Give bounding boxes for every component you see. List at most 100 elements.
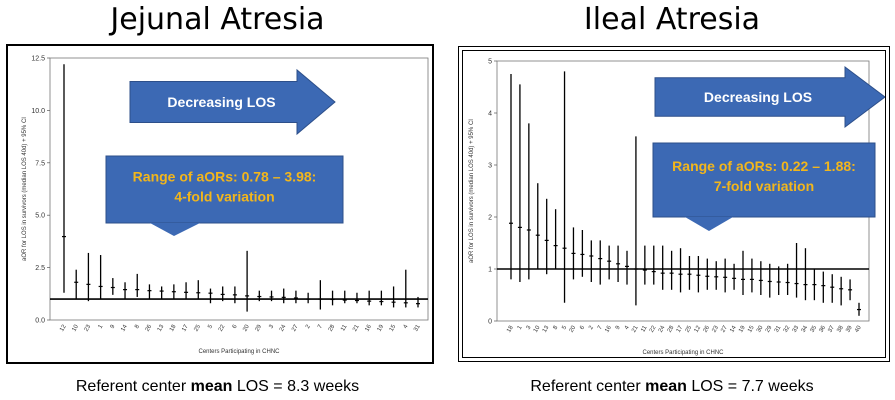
x-tick-label: 22 xyxy=(218,323,227,332)
y-tick-label: 5.0 xyxy=(35,213,45,220)
callout-line-2: 7-fold variation xyxy=(714,178,814,194)
x-tick-label: 19 xyxy=(377,323,386,332)
y-tick-label: 0 xyxy=(488,319,492,326)
right-panel-title: Ileal Atresia xyxy=(583,2,761,37)
left-panel-title: Jejunal Atresia xyxy=(110,2,325,37)
x-tick-label: 5 xyxy=(207,323,214,329)
x-tick-label: 26 xyxy=(145,323,154,332)
y-tick-label: 2.5 xyxy=(35,265,45,272)
y-tick-label: 5 xyxy=(488,59,492,66)
x-tick-label: 16 xyxy=(604,324,613,333)
x-tick-label: 32 xyxy=(783,324,792,333)
x-tick-label: 20 xyxy=(242,323,251,332)
x-tick-label: 24 xyxy=(658,324,667,333)
x-tick-label: 20 xyxy=(569,324,578,333)
x-tick-label: 1 xyxy=(97,323,104,329)
x-tick-label: 29 xyxy=(255,323,264,332)
x-tick-label: 7 xyxy=(317,323,324,329)
x-tick-label: 9 xyxy=(615,324,622,330)
x-tick-label: 4 xyxy=(624,324,631,330)
x-tick-label: 4 xyxy=(403,323,410,329)
callout-pointer xyxy=(150,223,200,236)
y-tick-label: 1 xyxy=(488,267,492,274)
x-tick-label: 2 xyxy=(588,324,595,330)
x-tick-label: 2 xyxy=(305,323,312,329)
x-tick-label: 17 xyxy=(181,323,190,332)
x-tick-label: 23 xyxy=(84,323,93,332)
x-tick-label: 19 xyxy=(738,324,747,333)
y-axis-label: aOR for LOS in survivors (median LOS 40d… xyxy=(22,117,28,261)
right-footer-prefix: Referent center xyxy=(530,378,646,395)
arrow-label: Decreasing LOS xyxy=(704,89,812,105)
x-tick-label: 14 xyxy=(729,324,738,333)
x-tick-label: 9 xyxy=(110,323,117,329)
x-tick-label: 6 xyxy=(232,323,239,329)
decreasing-los-arrow xyxy=(129,68,336,136)
callout-pointer xyxy=(685,217,733,231)
x-tick-label: 31 xyxy=(413,323,422,332)
x-tick-label: 1 xyxy=(517,324,524,330)
left-errorbar-chart: 0.0 2.5 5.0 7.5 10.0 12.5 aOR for LOS in survi… xyxy=(22,56,429,355)
callout-line-1: Range of aORs: 0.22 – 1.88: xyxy=(672,158,856,174)
aor-range-callout xyxy=(105,155,344,224)
x-axis-label: Centers Participating in CHNC xyxy=(198,349,280,355)
x-tick-label: 34 xyxy=(801,324,810,333)
x-tick-label: 12 xyxy=(694,324,703,333)
y-tick-label: 10.0 xyxy=(31,108,45,115)
x-tick-label: 10 xyxy=(533,324,542,333)
x-tick-label: 23 xyxy=(711,324,720,333)
x-tick-label: 37 xyxy=(827,324,836,333)
x-tick-label: 11 xyxy=(640,324,649,333)
x-tick-label: 36 xyxy=(818,324,827,333)
x-tick-label: 11 xyxy=(340,323,349,332)
x-tick-label: 29 xyxy=(765,324,774,333)
x-tick-label: 17 xyxy=(676,324,685,333)
left-footer-prefix: Referent center xyxy=(75,378,191,395)
aor-range-callout xyxy=(652,142,876,218)
x-tick-label: 28 xyxy=(328,323,337,332)
left-footer-suffix: LOS = 8.3 weeks xyxy=(232,378,360,395)
x-tick-label: 10 xyxy=(71,323,80,332)
x-tick-label: 15 xyxy=(389,323,398,332)
y-axis-label: aOR for LOS in survivors (median LOS 40d… xyxy=(469,119,475,263)
plot-area xyxy=(49,57,429,321)
x-tick-label: 7 xyxy=(597,324,604,330)
left-chart-frame: 0.0 2.5 5.0 7.5 10.0 12.5 aOR for LOS in survi… xyxy=(6,44,434,364)
x-tick-label: 25 xyxy=(685,324,694,333)
decreasing-los-arrow xyxy=(654,66,886,128)
x-tick-label: 26 xyxy=(702,324,711,333)
y-tick-label: 0.0 xyxy=(35,318,45,325)
x-tick-label: 18 xyxy=(169,323,178,332)
x-tick-label: 21 xyxy=(352,323,361,332)
x-tick-label: 30 xyxy=(756,324,765,333)
x-tick-label: 27 xyxy=(720,324,729,333)
y-tick-label: 7.5 xyxy=(35,160,45,167)
x-tick-label: 12 xyxy=(59,323,68,332)
x-tick-label: 13 xyxy=(157,323,166,332)
y-tick-label: 12.5 xyxy=(31,56,45,63)
callout-line-2: 4-fold variation xyxy=(174,188,274,204)
x-tick-label: 22 xyxy=(649,324,658,333)
y-tick-label: 2 xyxy=(488,215,492,222)
x-tick-label: 33 xyxy=(792,324,801,333)
right-footer-suffix: LOS = 7.7 weeks xyxy=(686,378,814,395)
x-tick-label: 3 xyxy=(268,323,275,329)
x-tick-label: 18 xyxy=(506,324,515,333)
x-tick-label: 13 xyxy=(542,324,551,333)
y-tick-label: 4 xyxy=(488,111,492,118)
x-tick-label: 8 xyxy=(134,323,141,329)
x-tick-label: 5 xyxy=(561,324,568,330)
left-footer-bold: mean xyxy=(190,378,233,395)
x-tick-label: 24 xyxy=(279,323,288,332)
x-tick-label: 16 xyxy=(364,323,373,332)
x-tick-label: 35 xyxy=(810,324,819,333)
right-footer-bold: mean xyxy=(645,378,687,395)
x-tick-label: 40 xyxy=(854,324,863,333)
right-chart-frame: 0 1 2 3 4 5 aOR for LOS in survivors (median L… xyxy=(458,46,890,362)
right-footer-note: Referent center mean LOS = 7.7 weeks xyxy=(452,378,892,396)
x-tick-label: 27 xyxy=(291,323,300,332)
arrow-label: Decreasing LOS xyxy=(167,94,275,110)
callout-line-1: Range of aORs: 0.78 – 3.98: xyxy=(133,168,317,184)
x-tick-label: 25 xyxy=(193,323,202,332)
